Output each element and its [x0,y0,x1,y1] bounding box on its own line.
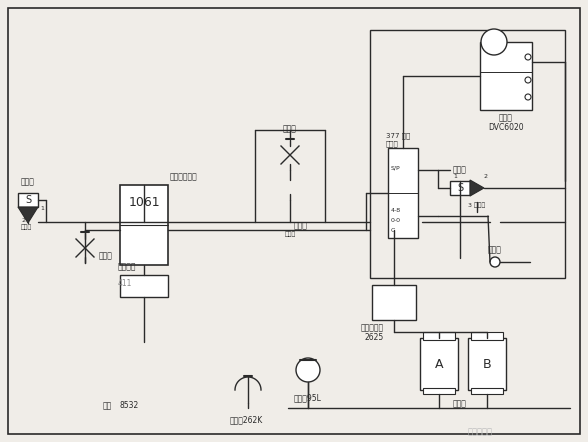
Text: 快排阀: 快排阀 [294,221,308,230]
Bar [480,42,532,110]
Text: 电磁阀: 电磁阀 [21,178,35,187]
Text: 储气罐: 储气罐 [453,400,467,408]
Bar [370,30,565,278]
Text: 2625: 2625 [365,334,383,343]
Bar [423,332,455,340]
Bar [18,193,38,207]
Bar [471,388,503,394]
Bar [450,181,470,195]
Circle shape [490,257,500,267]
Bar [420,338,458,390]
Text: S: S [25,195,31,205]
Text: C: C [391,228,395,232]
Text: 1: 1 [453,175,457,179]
Text: 排气口: 排气口 [285,231,296,237]
Bar [471,332,503,340]
Text: 排气口: 排气口 [21,224,32,230]
Polygon shape [18,207,38,223]
Text: 2: 2 [21,218,25,224]
Circle shape [525,77,531,83]
Text: 来换器: 来换器 [386,141,399,147]
Text: 1: 1 [40,206,44,212]
Text: 气助放大器: 气助放大器 [360,324,383,332]
Text: S: S [457,183,463,193]
Text: 减压阀95L: 减压阀95L [294,393,322,403]
Circle shape [525,54,531,60]
Polygon shape [272,198,290,218]
Text: 截上阀: 截上阀 [99,251,113,260]
Text: 蝶阀: 蝶阀 [103,401,112,411]
Text: 过滤器262K: 过滤器262K [230,415,263,424]
Text: B: B [483,358,492,370]
Text: 4-8: 4-8 [391,207,401,213]
Circle shape [481,29,507,55]
Polygon shape [290,198,308,218]
Bar [372,285,416,320]
Text: 执业蒸汽机构: 执业蒸汽机构 [170,172,198,182]
Polygon shape [85,365,95,375]
Text: 单向阀: 单向阀 [488,245,502,255]
Bar [468,338,506,390]
Text: 节流阀: 节流阀 [283,125,297,133]
Bar [388,148,418,238]
Text: 阀位反馈: 阀位反馈 [118,263,136,271]
Bar [423,388,455,394]
Text: 411: 411 [118,278,132,287]
Text: 仪表工手册: 仪表工手册 [467,427,493,437]
Text: A: A [435,358,443,370]
Circle shape [525,94,531,100]
Polygon shape [376,289,412,314]
Text: 1061: 1061 [128,197,160,210]
Text: 8532: 8532 [120,401,139,411]
Bar [120,185,168,265]
Text: 2: 2 [484,175,488,179]
Polygon shape [470,180,484,196]
Text: S/P: S/P [391,165,400,171]
Text: 3 排气口: 3 排气口 [469,202,486,208]
Bar [120,275,168,297]
Circle shape [296,358,320,382]
Text: 377 多膜: 377 多膜 [386,133,410,139]
Text: DVC6020: DVC6020 [488,122,524,132]
Text: 0-0: 0-0 [391,217,401,222]
Polygon shape [280,180,300,194]
Text: 电磁阀: 电磁阀 [453,165,467,175]
Text: 定位器: 定位器 [499,114,513,122]
